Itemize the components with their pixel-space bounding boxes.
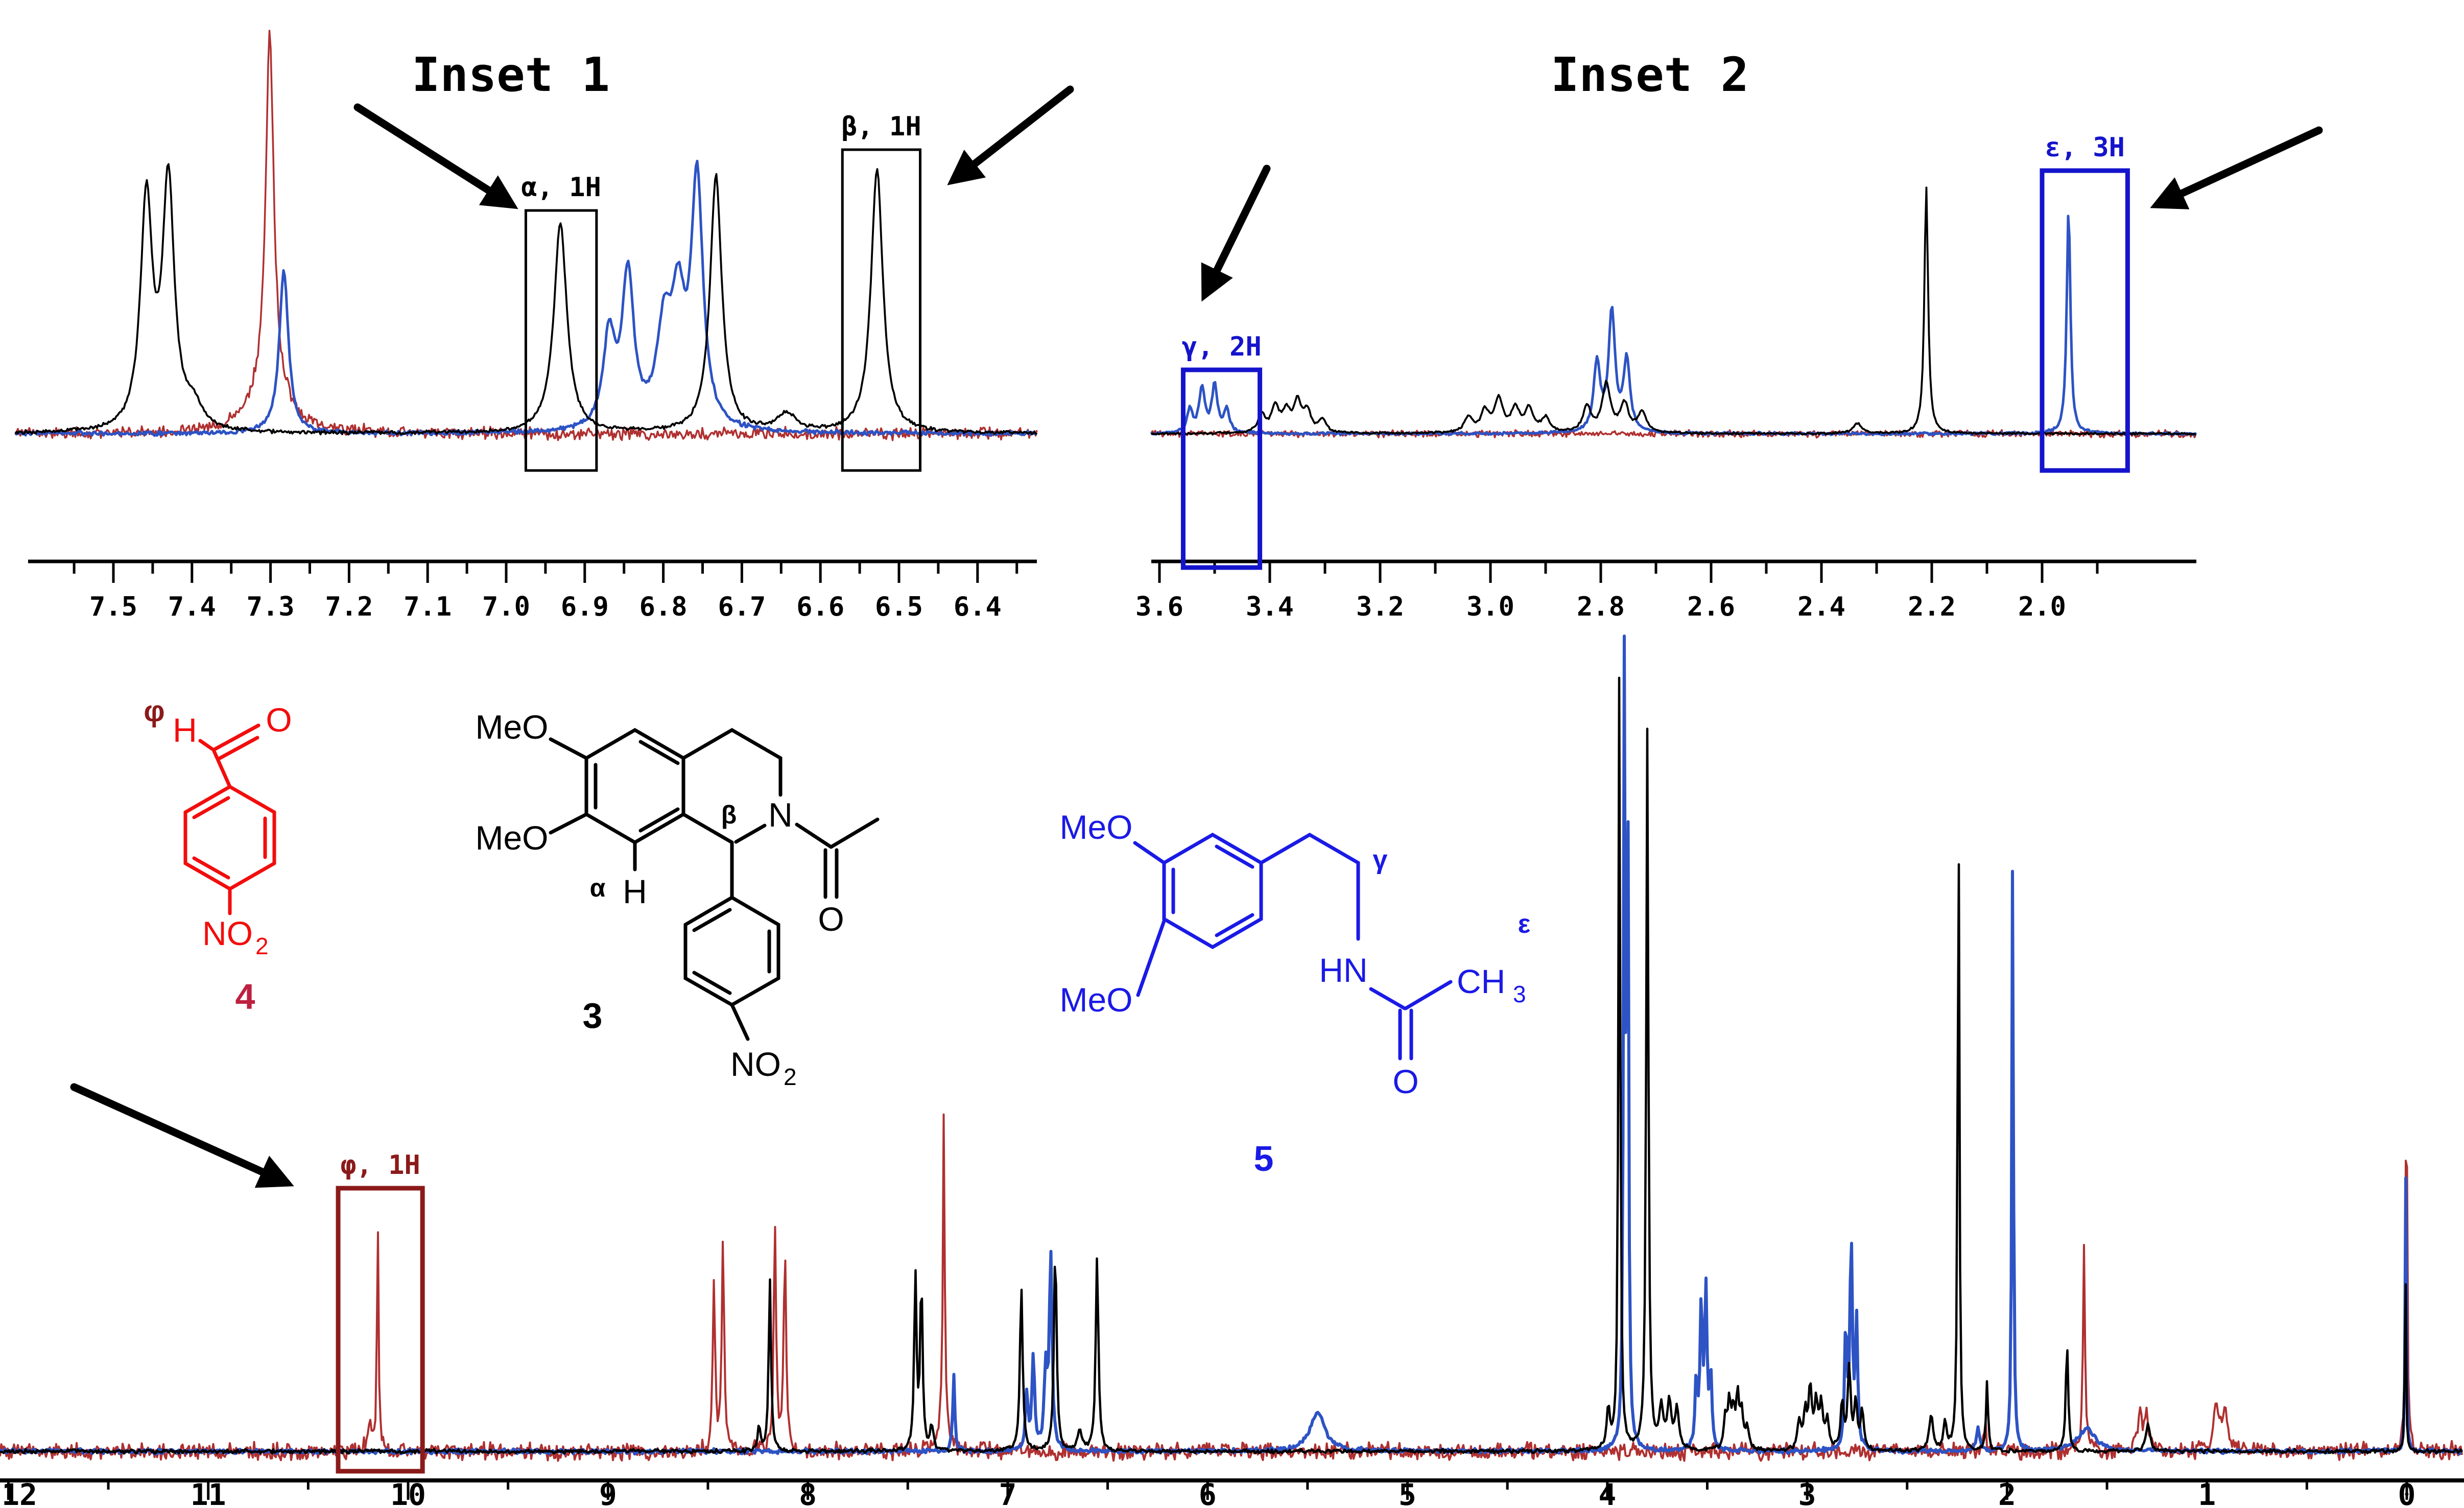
structure-3-no2: NO: [730, 1045, 781, 1083]
structure-4-carbonyl-o: O: [266, 701, 292, 739]
inset2-tick-label: 3.6: [1135, 592, 1183, 622]
structure-5-meo-bottom: MeO: [1059, 981, 1132, 1019]
structure-4-bonds: [183, 723, 276, 915]
inset1-tick-label: 6.6: [796, 592, 844, 622]
beta-box: [841, 148, 922, 472]
main-tick-label: 8: [799, 1477, 817, 1508]
structure-5-ch3-sub: 3: [1513, 981, 1526, 1007]
inset1-tick-label: 6.9: [561, 592, 609, 622]
structure-4-no2: NO: [202, 914, 253, 952]
structure-5-epsilon-label: ε: [1518, 909, 1531, 939]
inset2-tick-label: 2.8: [1577, 592, 1625, 622]
structure-4-phi-label: φ: [144, 695, 165, 728]
structure-5-hn: HN: [1319, 951, 1367, 989]
inset2-tick-label: 2.0: [2018, 592, 2066, 622]
structure-5-meo-top: MeO: [1059, 808, 1132, 846]
structure-4-number: 4: [235, 977, 255, 1017]
gamma-box: [1180, 367, 1263, 570]
main-spectrum: 12 11 10 9 8 7 6 5 4 3 2 1 0φ, 1H: [0, 634, 2464, 1508]
structure-4-nitrobenzaldehyde: φ H O NO 2 4: [144, 695, 292, 1017]
phi-box: [336, 1186, 425, 1474]
structure-5-acetamide: MeO MeO γ HN O CH 3 ε 5: [1059, 808, 1530, 1179]
structure-3-no2-sub: 2: [784, 1064, 797, 1090]
gamma-box-label: γ, 2H: [1181, 332, 1262, 362]
structure-5-number: 5: [1254, 1139, 1274, 1179]
main-trace-black: [0, 676, 2463, 1455]
structure-4-no2-sub: 2: [255, 933, 269, 959]
inset2-tick-label: 3.0: [1466, 592, 1514, 622]
arrow-to-epsilon-box: [2150, 126, 2323, 209]
inset2-title: Inset 2: [1551, 48, 1749, 102]
structure-3-carbonyl-o: O: [818, 900, 844, 938]
main-tick-label: 5: [1399, 1477, 1416, 1508]
structure-3-meo-bottom: MeO: [475, 819, 548, 857]
main-tick-label: 6: [1199, 1477, 1217, 1508]
inset1-title: Inset 1: [412, 48, 610, 102]
inset1-tick-label: 7.0: [482, 592, 530, 622]
main-tick-label: 0: [2398, 1477, 2416, 1508]
inset2-trace-black: [1150, 186, 2196, 436]
inset1-tick-label: 7.5: [89, 592, 137, 622]
inset2-tick-label: 3.4: [1246, 592, 1294, 622]
main-tick-label: 4: [1598, 1477, 1616, 1508]
inset1-tick-label: 6.5: [875, 592, 923, 622]
structure-3-meo-top: MeO: [475, 708, 548, 746]
structure-4-cho-h: H: [173, 711, 197, 749]
structure-5-gamma-label: γ: [1373, 845, 1388, 875]
main-tick-label: 11: [191, 1477, 226, 1508]
arrow-to-inset1-left: [353, 103, 518, 209]
main-tick-label: 9: [599, 1477, 617, 1508]
inset2-tick-label: 3.2: [1356, 592, 1404, 622]
inset2-tick-label: 2.4: [1797, 592, 1845, 622]
structure-3-thiq: MeO MeO N β O α H NO 2 3: [475, 708, 880, 1090]
structure-3-alpha-label: α: [590, 874, 606, 902]
structure-3-beta-label: β: [721, 800, 737, 829]
structure-3-number: 3: [583, 996, 603, 1035]
annotation-arrows: [70, 85, 2323, 1188]
arrow-to-gamma-box: [1201, 164, 1271, 302]
structure-3-n: N: [768, 796, 793, 834]
inset1-tick-label: 7.4: [168, 592, 216, 622]
inset1-tick-label: 6.8: [639, 592, 688, 622]
beta-box-label: β, 1H: [841, 111, 921, 142]
inset2-tick-label: 2.2: [1908, 592, 1956, 622]
structure-5-ch3: CH: [1457, 962, 1505, 1000]
main-tick-label: 7: [999, 1477, 1016, 1508]
inset1-tick-label: 6.7: [718, 592, 766, 622]
inset2-tick-label: 2.6: [1687, 592, 1735, 622]
structure-3-bonds: [549, 727, 880, 1041]
main-tick-label: 12: [2, 1477, 37, 1508]
epsilon-box-label: ε, 3H: [2045, 132, 2125, 163]
epsilon-box: [2040, 168, 2130, 473]
arrow-to-beta-box: [947, 85, 1074, 185]
structure-5-carbonyl-o: O: [1392, 1063, 1418, 1100]
main-tick-label: 1: [2198, 1477, 2216, 1508]
main-tick-label: 2: [1998, 1477, 2016, 1508]
inset1-spectrum: 7.5 7.4 7.3 7.2 7.1 7.0 6.9 6.8 6.7 6.6 6.5 6.4 α, 1…: [14, 30, 1038, 622]
phi-box-label: φ, 1H: [340, 1150, 420, 1181]
main-tick-label: 3: [1798, 1477, 1816, 1508]
inset2-trace-blue: [1150, 215, 2197, 436]
arrow-to-phi-box: [70, 1083, 294, 1188]
inset1-tick-label: 7.2: [325, 592, 373, 622]
structure-5-bonds: [1133, 832, 1453, 1061]
inset2-spectrum: 3.6 3.4 3.2 3.0 2.8 2.6 2.4 2.2 2.0 γ, 2H ε, 3H: [1135, 132, 2197, 622]
inset1-tick-label: 7.3: [247, 592, 295, 622]
alpha-box-label: α, 1H: [521, 172, 601, 203]
inset1-tick-label: 7.1: [404, 592, 452, 622]
alpha-box: [524, 209, 598, 472]
main-trace-blue: [0, 634, 2463, 1456]
structure-3-alpha-h: H: [623, 873, 647, 910]
main-tick-label: 10: [390, 1477, 426, 1508]
inset1-tick-label: 6.4: [954, 592, 1002, 622]
